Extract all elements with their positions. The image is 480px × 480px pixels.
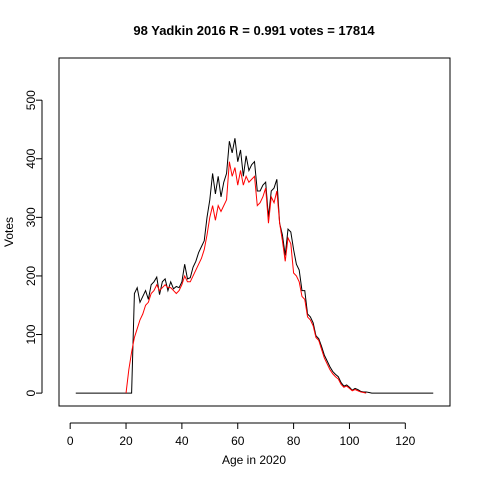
y-axis: 0 100 200 300 400 500 xyxy=(24,90,43,396)
y-tick-label: 400 xyxy=(24,148,38,168)
x-tick-label: 20 xyxy=(119,434,133,448)
x-axis: 0 20 40 60 80 100 120 xyxy=(67,422,416,448)
y-tick-label: 0 xyxy=(24,389,38,396)
y-tick-label: 500 xyxy=(24,90,38,110)
y-tick-label: 200 xyxy=(24,266,38,286)
chart-title: 98 Yadkin 2016 R = 0.991 votes = 17814 xyxy=(133,23,375,38)
x-tick-label: 120 xyxy=(395,434,415,448)
y-tick-label: 100 xyxy=(24,324,38,344)
x-tick-label: 80 xyxy=(287,434,301,448)
x-tick-label: 40 xyxy=(175,434,189,448)
x-tick-label: 0 xyxy=(67,434,74,448)
y-tick-label: 300 xyxy=(24,207,38,227)
x-tick-label: 60 xyxy=(231,434,245,448)
series-layer xyxy=(75,138,434,394)
series-line-1 xyxy=(75,138,434,394)
x-tick-label: 100 xyxy=(339,434,359,448)
x-axis-label: Age in 2020 xyxy=(222,453,286,467)
plot-frame xyxy=(58,57,451,407)
y-axis-label: Votes xyxy=(2,217,16,247)
series-line-2 xyxy=(125,161,367,394)
